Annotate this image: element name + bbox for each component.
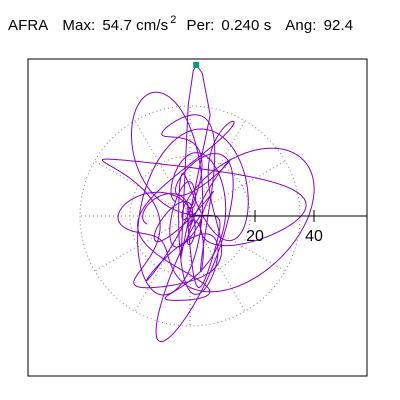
plot-frame [27, 58, 368, 377]
radial-gridline [189, 215, 286, 272]
ring-label-40: 40 [305, 228, 323, 245]
angle-label: Ang: [285, 17, 317, 34]
period-value: 0.240 s [221, 17, 272, 34]
chart-header: AFRA Max: 54.7 cm/s 2 Per: 0.240 s Ang: 92.4 [8, 14, 353, 34]
motion-trace [101, 64, 315, 343]
max-label: Max: [62, 17, 96, 34]
max-amplitude-marker [193, 62, 200, 68]
angle-value: 92.4 [323, 17, 354, 34]
max-unit-exponent: 2 [170, 14, 177, 26]
ring-label-20: 20 [246, 228, 264, 245]
period-label: Per: [186, 17, 215, 34]
max-value: 54.7 cm/s [102, 17, 169, 34]
station-code: AFRA [8, 17, 49, 34]
